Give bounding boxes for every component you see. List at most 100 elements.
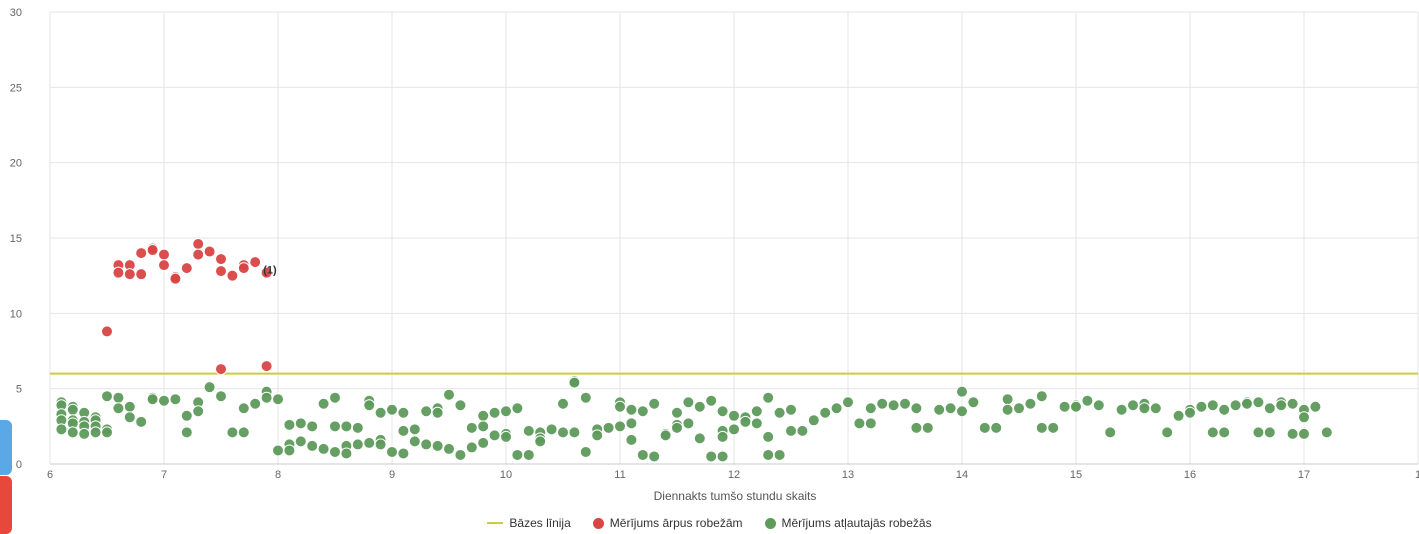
point-in-range bbox=[682, 417, 695, 430]
point-out-of-range bbox=[249, 256, 262, 269]
x-axis-title: Diennakts tumšo stundu skaits bbox=[654, 489, 817, 503]
point-in-range bbox=[1047, 421, 1060, 434]
x-tick-label: 11 bbox=[614, 469, 625, 481]
point-in-range bbox=[237, 402, 250, 415]
point-in-range bbox=[1161, 426, 1174, 439]
point-in-range bbox=[602, 421, 615, 434]
point-in-range bbox=[693, 432, 706, 445]
point-out-of-range bbox=[123, 268, 136, 281]
point-in-range bbox=[431, 439, 444, 452]
x-tick-label: 17 bbox=[1298, 469, 1310, 481]
annotation-label: (1) bbox=[263, 265, 277, 277]
point-in-range bbox=[260, 391, 273, 404]
legend-dot-red bbox=[592, 517, 604, 529]
legend-item-in-range[interactable]: Mērījums atļautajās robežās bbox=[764, 516, 932, 530]
edge-decoration-blue bbox=[0, 420, 12, 475]
point-in-range bbox=[386, 403, 398, 416]
point-in-range bbox=[990, 421, 1003, 434]
point-in-range bbox=[317, 442, 330, 455]
legend-item-baseline[interactable]: Bāzes līnija bbox=[487, 516, 571, 530]
point-in-range bbox=[397, 406, 410, 419]
point-in-range bbox=[1138, 402, 1151, 415]
point-in-range bbox=[1001, 403, 1014, 416]
point-in-range bbox=[1001, 393, 1014, 406]
legend-label-in-range: Mērījums atļautajās robežās bbox=[781, 516, 932, 530]
point-in-range bbox=[340, 420, 353, 433]
point-in-range bbox=[614, 400, 626, 413]
point-in-range bbox=[488, 429, 501, 442]
point-in-range bbox=[66, 426, 79, 439]
point-in-range bbox=[249, 397, 262, 410]
point-in-range bbox=[1218, 426, 1231, 439]
point-in-range bbox=[158, 394, 170, 407]
point-in-range bbox=[591, 429, 604, 442]
point-out-of-range bbox=[260, 360, 273, 373]
point-in-range bbox=[807, 414, 820, 427]
point-in-range bbox=[1058, 400, 1071, 413]
point-in-range bbox=[864, 417, 877, 430]
point-in-range bbox=[557, 397, 569, 410]
point-in-range bbox=[477, 420, 490, 433]
point-in-range bbox=[1286, 397, 1299, 410]
point-in-range bbox=[762, 391, 775, 404]
x-tick-label: 9 bbox=[389, 469, 395, 481]
point-in-range bbox=[169, 393, 182, 406]
y-tick-label: 10 bbox=[10, 308, 22, 320]
point-in-range bbox=[215, 390, 227, 403]
point-in-range bbox=[123, 400, 136, 413]
point-in-range bbox=[397, 447, 410, 460]
point-in-range bbox=[112, 391, 125, 404]
point-in-range bbox=[705, 450, 718, 463]
legend: Bāzes līnija Mērījums ārpus robežām Mērī… bbox=[0, 514, 1419, 532]
point-in-range bbox=[568, 426, 581, 439]
point-out-of-range bbox=[237, 262, 250, 275]
point-in-range bbox=[1195, 400, 1208, 413]
point-in-range bbox=[363, 436, 376, 449]
point-in-range bbox=[648, 397, 661, 410]
point-in-range bbox=[101, 426, 113, 439]
point-in-range bbox=[329, 420, 341, 433]
point-in-range bbox=[956, 405, 968, 418]
point-in-range bbox=[1229, 399, 1242, 412]
point-in-range bbox=[682, 396, 695, 409]
y-tick-label: 0 bbox=[16, 459, 22, 471]
point-out-of-range bbox=[215, 363, 227, 376]
point-in-range bbox=[1035, 390, 1048, 403]
x-tick-label: 16 bbox=[1184, 469, 1196, 481]
x-tick-label: 12 bbox=[728, 469, 740, 481]
point-in-range bbox=[887, 399, 900, 412]
point-in-range bbox=[1070, 400, 1082, 413]
point-in-range bbox=[465, 421, 478, 434]
point-in-range bbox=[568, 376, 581, 389]
point-in-range bbox=[1184, 406, 1196, 419]
point-in-range bbox=[294, 417, 307, 430]
point-out-of-range bbox=[215, 253, 227, 266]
x-tick-label: 8 bbox=[275, 469, 281, 481]
point-in-range bbox=[374, 406, 387, 419]
point-in-range bbox=[728, 423, 740, 436]
point-in-range bbox=[1206, 399, 1219, 412]
point-in-range bbox=[579, 445, 592, 458]
point-out-of-range bbox=[135, 268, 148, 281]
point-in-range bbox=[1263, 426, 1276, 439]
point-out-of-range bbox=[169, 272, 182, 285]
point-in-range bbox=[477, 409, 490, 422]
point-in-range bbox=[146, 393, 159, 406]
point-in-range bbox=[66, 403, 79, 416]
point-in-range bbox=[488, 406, 501, 419]
point-in-range bbox=[1104, 426, 1117, 439]
point-in-range bbox=[78, 427, 91, 440]
legend-item-out-of-range[interactable]: Mērījums ārpus robežām bbox=[592, 516, 743, 530]
point-in-range bbox=[351, 438, 364, 451]
x-tick-label: 6 bbox=[47, 469, 53, 481]
point-in-range bbox=[716, 405, 729, 418]
point-in-range bbox=[1013, 402, 1025, 415]
point-in-range bbox=[226, 426, 239, 439]
data-points bbox=[55, 238, 1333, 463]
point-in-range bbox=[306, 420, 319, 433]
annotations: (1) bbox=[263, 265, 277, 277]
point-in-range bbox=[272, 444, 284, 457]
point-in-range bbox=[579, 391, 592, 404]
